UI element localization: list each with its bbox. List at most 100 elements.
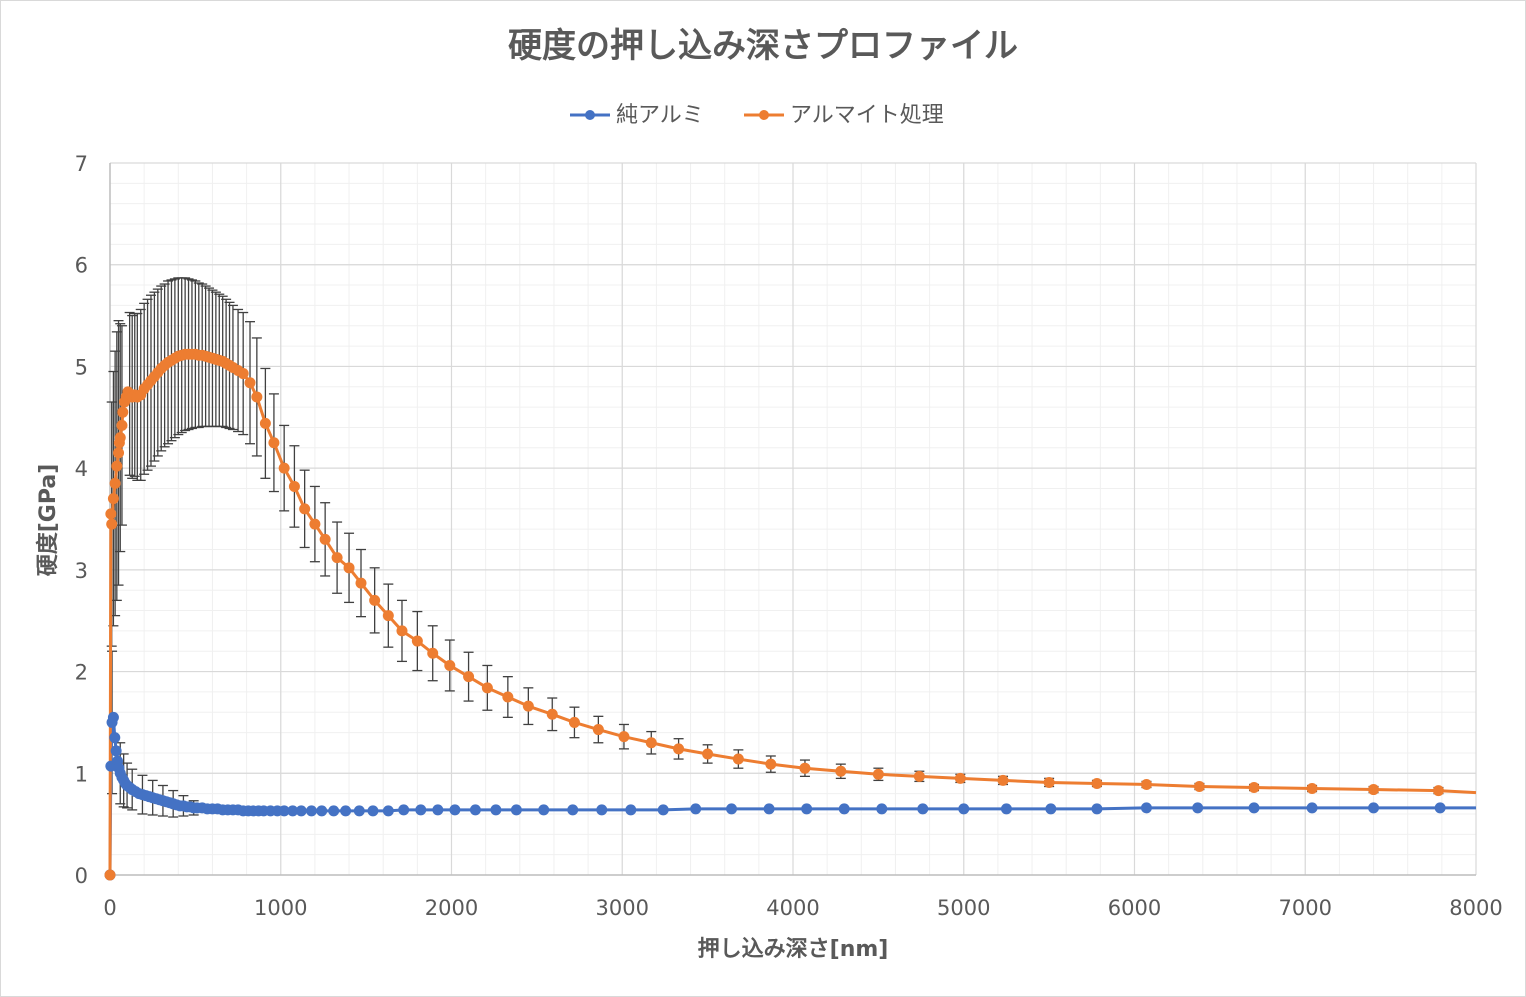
- legend-item-series-2[interactable]: アルマイト処理: [744, 103, 944, 128]
- data-point-series-1: [1045, 803, 1057, 815]
- data-point-series-2: [765, 758, 777, 770]
- y-axis-title: 硬度[GPa]: [35, 464, 61, 577]
- data-point-series-2: [114, 432, 126, 444]
- data-point-series-1: [1091, 803, 1103, 815]
- data-point-series-1: [432, 804, 444, 816]
- y-tick-label: 7: [75, 152, 88, 176]
- data-point-series-1: [917, 803, 929, 815]
- data-point-series-2: [799, 762, 811, 774]
- y-tick-label: 5: [75, 355, 88, 379]
- data-point-series-2: [872, 768, 884, 780]
- data-point-series-2: [444, 659, 456, 671]
- data-point-series-1: [110, 745, 122, 757]
- x-tick-label: 5000: [937, 896, 990, 920]
- data-point-series-1: [340, 805, 352, 817]
- major-gridlines: [109, 162, 1477, 876]
- data-point-series-1: [316, 805, 328, 817]
- data-point-series-2: [1368, 784, 1380, 796]
- data-point-series-1: [726, 803, 738, 815]
- data-point-series-1: [596, 804, 608, 816]
- x-tick-label: 6000: [1108, 896, 1161, 920]
- data-point-series-2: [355, 577, 367, 589]
- series-layer: [104, 348, 1477, 881]
- data-point-series-2: [396, 625, 408, 637]
- data-point-series-1: [382, 805, 394, 817]
- chart-title: 硬度の押し込み深さプロファイル: [508, 26, 1018, 66]
- data-point-series-1: [469, 804, 481, 816]
- data-point-series-2: [319, 533, 331, 545]
- data-point-series-1: [398, 804, 410, 816]
- data-point-series-2: [259, 417, 271, 429]
- legend-label-series-1: 純アルミ: [616, 103, 704, 128]
- data-point-series-1: [510, 804, 522, 816]
- data-point-series-2: [427, 647, 439, 659]
- data-point-series-2: [1248, 782, 1260, 794]
- data-point-series-2: [522, 700, 534, 712]
- data-point-series-2: [463, 671, 475, 683]
- y-tick-label: 4: [75, 457, 88, 481]
- data-point-series-1: [490, 804, 502, 816]
- data-point-series-2: [481, 682, 493, 694]
- y-tick-label: 2: [75, 661, 88, 685]
- legend-marker-series-2: [759, 110, 769, 120]
- data-point-series-2: [111, 460, 123, 472]
- y-tick-label: 3: [75, 559, 88, 583]
- legend-marker-series-1: [585, 110, 595, 120]
- y-tick-label: 0: [75, 864, 88, 888]
- legend-label-series-2: アルマイト処理: [790, 103, 944, 128]
- data-point-series-2: [1432, 785, 1444, 797]
- data-point-series-1: [107, 711, 119, 723]
- data-point-series-1: [838, 803, 850, 815]
- data-point-series-2: [288, 480, 300, 492]
- data-point-series-2: [592, 724, 604, 736]
- x-tick-label: 2000: [425, 896, 478, 920]
- data-point-series-1: [657, 804, 669, 816]
- data-point-series-1: [328, 805, 340, 817]
- data-point-series-2: [618, 731, 630, 743]
- data-point-series-1: [1000, 803, 1012, 815]
- data-point-series-2: [502, 691, 514, 703]
- data-point-series-2: [117, 406, 129, 418]
- data-point-series-1: [1368, 802, 1380, 814]
- y-tick-labels: 0 1 2 3 4 5 6 7: [75, 152, 88, 888]
- data-point-series-1: [353, 805, 365, 817]
- data-point-series-2: [299, 503, 311, 515]
- data-point-series-2: [546, 708, 558, 720]
- data-point-series-2: [673, 743, 685, 755]
- data-point-series-2: [116, 419, 128, 431]
- data-point-series-2: [278, 462, 290, 474]
- data-point-series-2: [1140, 778, 1152, 790]
- data-point-series-2: [251, 391, 263, 403]
- data-point-series-2: [835, 765, 847, 777]
- legend: 純アルミ アルマイト処理: [570, 103, 944, 128]
- y-tick-label: 1: [75, 762, 88, 786]
- data-point-series-1: [876, 803, 888, 815]
- data-point-series-1: [367, 805, 379, 817]
- y-tick-label: 6: [75, 254, 88, 278]
- data-point-series-2: [106, 518, 118, 530]
- data-point-series-2: [237, 368, 249, 380]
- x-tick-label: 7000: [1279, 896, 1332, 920]
- x-tick-label: 8000: [1449, 896, 1502, 920]
- x-tick-label: 3000: [596, 896, 649, 920]
- data-point-series-2: [954, 772, 966, 784]
- data-point-series-2: [109, 477, 121, 489]
- data-point-series-1: [1434, 802, 1446, 814]
- data-point-series-2: [382, 610, 394, 622]
- data-point-series-2: [331, 552, 343, 564]
- data-point-series-1: [567, 804, 579, 816]
- data-point-series-1: [690, 803, 702, 815]
- data-point-series-2: [1306, 783, 1318, 795]
- data-point-series-2: [702, 748, 714, 760]
- data-point-series-1: [1306, 802, 1318, 814]
- data-point-series-1: [763, 803, 775, 815]
- data-point-series-2: [107, 493, 119, 505]
- x-tick-label: 4000: [766, 896, 819, 920]
- data-point-series-1: [625, 804, 637, 816]
- data-point-series-1: [1192, 802, 1204, 814]
- legend-item-series-1[interactable]: 純アルミ: [570, 103, 704, 128]
- data-point-series-2: [997, 774, 1009, 786]
